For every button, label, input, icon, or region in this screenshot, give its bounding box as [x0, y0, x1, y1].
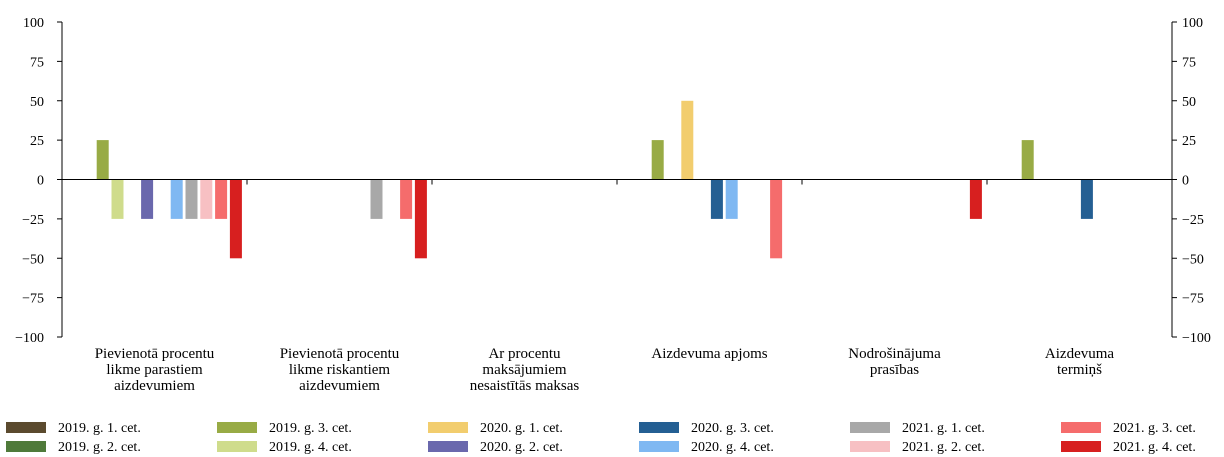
bar	[141, 179, 154, 219]
x-category-label: Ar procentu maksājumiem nesaistītās maksas	[435, 346, 615, 394]
legend-item: 2019. g. 4. cet.	[217, 439, 352, 457]
bar	[969, 179, 982, 219]
y-tick-label-left: 75	[30, 55, 44, 70]
legend-swatch	[639, 422, 679, 434]
y-tick-label-right: −100	[1182, 331, 1211, 346]
y-tick-label-left: −100	[15, 331, 44, 346]
legend-item: 2020. g. 1. cet.	[428, 420, 563, 438]
y-tick-label-left: −25	[22, 213, 44, 228]
bar	[96, 140, 109, 180]
category-label-line: aizdevumiem	[299, 378, 380, 394]
y-tick-label-right: 100	[1182, 16, 1203, 31]
category-label-line: termiņš	[1057, 362, 1102, 378]
y-tick-label-right: 0	[1182, 174, 1189, 189]
y-tick-label-right: −75	[1182, 292, 1204, 307]
bar	[370, 179, 383, 219]
legend-swatch	[639, 441, 679, 453]
legend-label: 2019. g. 2. cet.	[58, 440, 141, 455]
y-tick-label-left: 50	[30, 95, 44, 110]
bar	[770, 179, 783, 259]
bar	[651, 140, 664, 180]
legend-label: 2020. g. 1. cet.	[480, 421, 563, 436]
x-category-label: Nodrošinājuma prasības	[805, 346, 985, 378]
category-label-line: Nodrošinājuma	[848, 346, 941, 362]
legend-label: 2019. g. 1. cet.	[58, 421, 141, 436]
bar	[414, 179, 427, 259]
category-label-line: Ar procentu	[488, 346, 561, 362]
legend-item: 2021. g. 4. cet.	[1061, 439, 1196, 457]
category-label-line: prasības	[869, 362, 920, 378]
legend-item: 2019. g. 1. cet.	[6, 420, 141, 438]
legend-swatch	[217, 422, 257, 434]
category-label-line: aizdevumiem	[114, 378, 195, 394]
y-tick-label-left: 25	[30, 134, 44, 149]
category-label-line: Aizdevuma apjoms	[651, 346, 768, 362]
legend-swatch	[1061, 441, 1101, 453]
y-tick-label-left: −75	[22, 292, 44, 307]
legend-label: 2021. g. 4. cet.	[1113, 440, 1196, 455]
legend-label: 2019. g. 4. cet.	[269, 440, 352, 455]
bar	[1021, 140, 1034, 180]
legend-item: 2019. g. 3. cet.	[217, 420, 352, 438]
legend-item: 2021. g. 1. cet.	[850, 420, 985, 438]
legend-label: 2021. g. 2. cet.	[902, 440, 985, 455]
category-label-line: maksājumiem	[482, 362, 567, 378]
x-category-label: Pievienotā procentu likme riskantiem aizde…	[250, 346, 430, 394]
bar	[215, 179, 228, 219]
legend-swatch	[6, 441, 46, 453]
legend-label: 2021. g. 1. cet.	[902, 421, 985, 436]
bar-chart: 100 100 75 75 50 50 25 25 0 0 −25 −25 −50 −50 −75 −75 −1…	[15, 16, 1211, 346]
legend-swatch	[428, 441, 468, 453]
legend-item: 2019. g. 2. cet.	[6, 439, 141, 457]
legend-swatch	[850, 441, 890, 453]
legend-label: 2020. g. 3. cet.	[691, 421, 774, 436]
bar	[725, 179, 738, 219]
x-category-label: Pievienotā procentu likme parastiem aizdev…	[65, 346, 245, 394]
x-category-label: Aizdevuma apjoms	[620, 346, 800, 362]
legend-item: 2020. g. 4. cet.	[639, 439, 774, 457]
y-tick-label-left: −50	[22, 252, 44, 267]
legend-label: 2021. g. 3. cet.	[1113, 421, 1196, 436]
bar	[170, 179, 183, 219]
legend-item: 2021. g. 2. cet.	[850, 439, 985, 457]
legend-label: 2020. g. 2. cet.	[480, 440, 563, 455]
category-label-line: Aizdevuma	[1044, 346, 1115, 362]
bar	[200, 179, 213, 219]
y-tick-label-left: 0	[37, 174, 44, 189]
legend-item: 2021. g. 3. cet.	[1061, 420, 1196, 438]
y-tick-label-left: 100	[23, 16, 44, 31]
legend-swatch	[6, 422, 46, 434]
y-tick-label-right: −50	[1182, 252, 1204, 267]
bar	[229, 179, 242, 259]
category-label-line: nesaistītās maksas	[469, 378, 580, 394]
bar	[710, 179, 723, 219]
legend-label: 2020. g. 4. cet.	[691, 440, 774, 455]
y-tick-label-right: 25	[1182, 134, 1196, 149]
bar	[1080, 179, 1093, 219]
legend-swatch	[1061, 422, 1101, 434]
legend-swatch	[217, 441, 257, 453]
category-label-line: Pievienotā procentu	[94, 346, 215, 362]
bar	[185, 179, 198, 219]
legend-swatch	[850, 422, 890, 434]
bar	[111, 179, 124, 219]
category-label-line: Pievienotā procentu	[279, 346, 400, 362]
legend-label: 2019. g. 3. cet.	[269, 421, 352, 436]
legend: 2019. g. 1. cet. 2019. g. 2. cet. 2019. g.…	[6, 420, 1224, 457]
legend-item: 2020. g. 3. cet.	[639, 420, 774, 438]
bar	[681, 100, 694, 180]
y-tick-label-right: 75	[1182, 55, 1196, 70]
bar	[400, 179, 413, 219]
y-tick-label-right: 50	[1182, 95, 1196, 110]
legend-item: 2020. g. 2. cet.	[428, 439, 563, 457]
legend-swatch	[428, 422, 468, 434]
y-tick-label-right: −25	[1182, 213, 1204, 228]
category-label-line: likme riskantiem	[288, 362, 391, 378]
x-category-label: Aizdevuma termiņš	[990, 346, 1170, 378]
category-label-line: likme parastiem	[106, 362, 203, 378]
